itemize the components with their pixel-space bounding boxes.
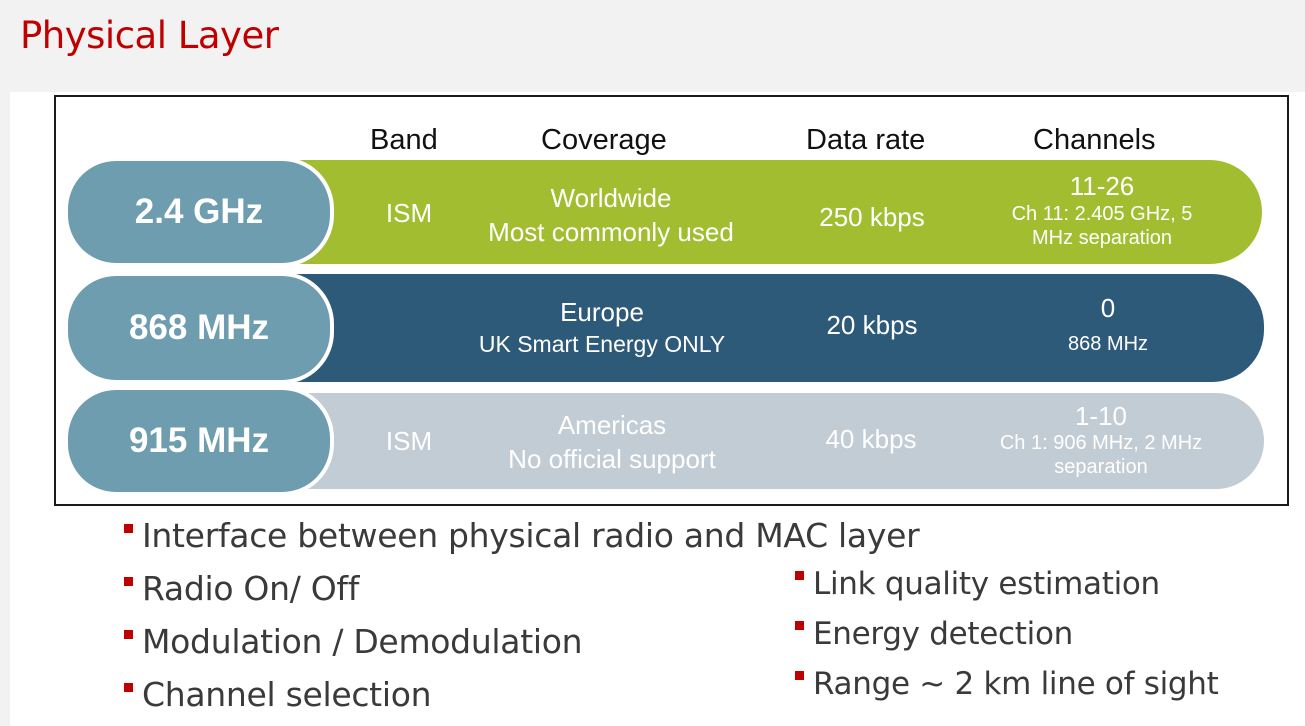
frequency-label: 915 MHz bbox=[128, 421, 270, 460]
row-bar-915mhz bbox=[280, 393, 1264, 489]
frequency-pill-868mhz: 868 MHz bbox=[64, 272, 334, 384]
bullet-text: Radio On/ Off bbox=[142, 569, 360, 608]
band-cell: ISM bbox=[385, 198, 433, 228]
channels-detail-2: MHz separation bbox=[1031, 227, 1173, 249]
channels-detail-1: Ch 1: 906 MHz, 2 MHz bbox=[999, 432, 1203, 454]
frequency-pill-915mhz: 915 MHz bbox=[64, 386, 334, 496]
channels-main: 1-10 bbox=[1074, 401, 1128, 431]
bullet-square-icon bbox=[124, 577, 133, 586]
bullet-item: Radio On/ Off bbox=[124, 569, 359, 608]
header-band: Band bbox=[370, 124, 438, 156]
bullet-item: Link quality estimation bbox=[795, 566, 1160, 602]
coverage-cell: Worldwide Most commonly used bbox=[488, 181, 734, 249]
bullet-item: Energy detection bbox=[795, 616, 1073, 652]
channels-main: 0 bbox=[1100, 293, 1116, 323]
channels-detail-1: Ch 11: 2.405 GHz, 5 bbox=[1011, 203, 1193, 225]
bullet-item: Channel selection bbox=[124, 675, 432, 714]
coverage-line-2: No official support bbox=[508, 444, 716, 474]
channels-cell: 0 868 MHz bbox=[1068, 292, 1148, 356]
bullet-text: Range ~ 2 km line of sight bbox=[813, 666, 1219, 702]
data-rate-cell: 250 kbps bbox=[819, 202, 925, 232]
band-cell: ISM bbox=[385, 426, 433, 456]
row-bar-2-4ghz bbox=[280, 160, 1262, 264]
coverage-line-2: UK Smart Energy ONLY bbox=[478, 331, 726, 357]
channels-detail-1: 868 MHz bbox=[1067, 333, 1149, 355]
channels-cell: 1-10 Ch 1: 906 MHz, 2 MHz separation bbox=[1000, 401, 1202, 479]
bullet-text: Channel selection bbox=[142, 675, 432, 714]
header-data-rate: Data rate bbox=[806, 124, 926, 156]
coverage-cell: Europe UK Smart Energy ONLY bbox=[479, 296, 725, 360]
channels-detail-2: separation bbox=[1054, 456, 1148, 478]
bullet-item: Modulation / Demodulation bbox=[124, 622, 583, 661]
frequency-pill-2-4ghz: 2.4 GHz bbox=[64, 157, 334, 267]
coverage-line-2: Most commonly used bbox=[488, 217, 734, 247]
header-channels: Channels bbox=[1033, 124, 1156, 156]
bullet-square-icon bbox=[795, 671, 804, 680]
bullet-square-icon bbox=[124, 630, 133, 639]
data-rate-cell: 40 kbps bbox=[825, 424, 917, 454]
bullet-item: Interface between physical radio and MAC… bbox=[124, 516, 920, 555]
coverage-line-1: Europe bbox=[560, 297, 644, 327]
channels-cell: 11-26 Ch 11: 2.405 GHz, 5 MHz separation bbox=[1012, 170, 1193, 250]
coverage-cell: Americas No official support bbox=[508, 408, 716, 476]
side-strip bbox=[0, 92, 10, 726]
bullet-text: Modulation / Demodulation bbox=[142, 622, 583, 661]
bullet-square-icon bbox=[795, 621, 804, 630]
frequency-label: 2.4 GHz bbox=[134, 192, 264, 231]
bullet-text: Interface between physical radio and MAC… bbox=[142, 516, 920, 555]
row-bar-868mhz bbox=[280, 274, 1264, 382]
bullet-square-icon bbox=[795, 571, 804, 580]
data-rate-cell: 20 kbps bbox=[826, 310, 918, 340]
bullet-square-icon bbox=[124, 524, 133, 533]
coverage-line-1: Worldwide bbox=[550, 183, 672, 213]
bullet-text: Link quality estimation bbox=[813, 566, 1160, 602]
bullet-text: Energy detection bbox=[813, 616, 1073, 652]
channels-main: 11-26 bbox=[1069, 171, 1135, 201]
slide-header: Physical Layer bbox=[0, 0, 1305, 92]
frequency-label: 868 MHz bbox=[128, 308, 270, 347]
coverage-line-1: Americas bbox=[557, 410, 667, 440]
bullet-item: Range ~ 2 km line of sight bbox=[795, 666, 1219, 702]
header-coverage: Coverage bbox=[541, 124, 667, 156]
bullet-square-icon bbox=[124, 683, 133, 692]
slide-title: Physical Layer bbox=[20, 14, 279, 57]
